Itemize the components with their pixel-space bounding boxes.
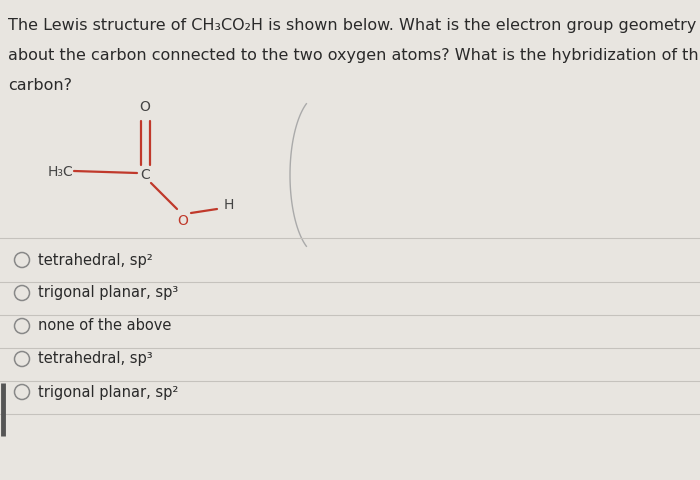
Text: trigonal planar, sp³: trigonal planar, sp³ [38, 286, 178, 300]
Text: tetrahedral, sp³: tetrahedral, sp³ [38, 351, 153, 367]
Text: carbon?: carbon? [8, 78, 72, 93]
Text: trigonal planar, sp²: trigonal planar, sp² [38, 384, 178, 399]
Text: tetrahedral, sp²: tetrahedral, sp² [38, 252, 153, 267]
Text: H: H [224, 198, 234, 212]
Text: about the carbon connected to the two oxygen atoms? What is the hybridization of: about the carbon connected to the two ox… [8, 48, 700, 63]
Text: O: O [139, 100, 150, 114]
Text: O: O [178, 214, 188, 228]
Text: C: C [140, 168, 150, 182]
Text: H₃C: H₃C [48, 165, 73, 179]
Text: none of the above: none of the above [38, 319, 172, 334]
Text: The Lewis structure of CH₃CO₂H is shown below. What is the electron group geomet: The Lewis structure of CH₃CO₂H is shown … [8, 18, 696, 33]
